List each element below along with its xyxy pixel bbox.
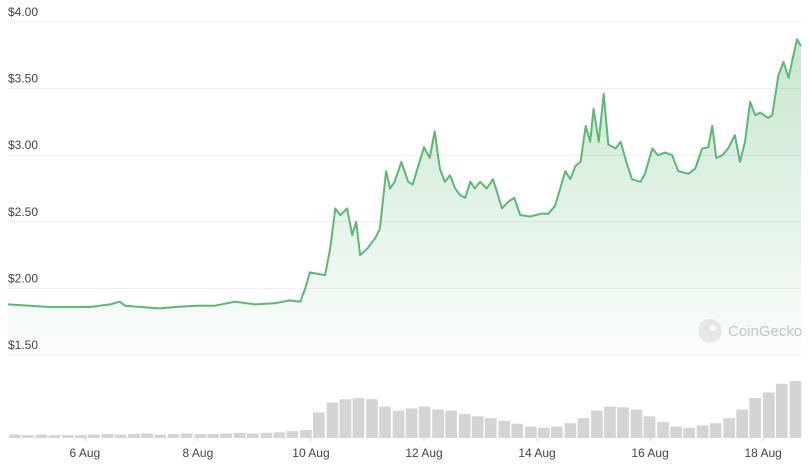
volume-bar [128, 434, 140, 438]
price-line [7, 38, 802, 310]
volume-bar [789, 381, 802, 438]
x-tick-label: 14 Aug [518, 446, 555, 460]
volume-bar [392, 410, 405, 438]
volume-bar [220, 433, 233, 438]
x-tick-label: 12 Aug [405, 446, 442, 460]
volume-bar [339, 399, 352, 438]
volume-bar [366, 399, 378, 438]
volume-bar [762, 392, 775, 438]
volume-bar [62, 435, 74, 438]
volume-bar [564, 423, 577, 438]
volume-bar [643, 416, 656, 438]
volume-bar [194, 434, 207, 438]
volume-bar [418, 406, 431, 438]
volume-bar [775, 383, 788, 438]
watermark-logo [698, 319, 722, 343]
volume-bar [35, 434, 48, 438]
volume-bar [21, 435, 34, 438]
volume-bar [326, 402, 339, 438]
x-tick-label: 8 Aug [183, 446, 214, 460]
volume-bar [670, 426, 682, 438]
volume-bar [445, 410, 457, 438]
volume-bar [167, 434, 180, 438]
volume-bar [141, 433, 153, 438]
volume-bar [604, 406, 616, 438]
volume-bar [300, 430, 312, 438]
volume-bar [260, 432, 273, 438]
y-tick-label: $3.50 [8, 72, 38, 86]
y-tick-label: $3.00 [8, 138, 38, 152]
volume-bar [432, 409, 444, 438]
volume-bar [630, 409, 643, 438]
volume-bar [577, 418, 590, 438]
y-tick-label: $2.50 [8, 205, 38, 219]
x-tick-label: 10 Aug [292, 446, 329, 460]
volume-bar [484, 418, 497, 438]
volume-bar [101, 434, 114, 438]
volume-bar [591, 410, 603, 438]
watermark-logo-eye [710, 325, 716, 331]
volume-bar [471, 416, 484, 438]
x-tick-label: 6 Aug [70, 446, 101, 460]
volume-bar [114, 434, 127, 438]
volume-bar [524, 426, 537, 438]
volume-bar [657, 422, 669, 438]
volume-bar [154, 434, 166, 438]
volume-bar [709, 423, 722, 438]
volume-bar [8, 434, 21, 438]
watermark-text: CoinGecko [728, 323, 802, 340]
volume-bar [550, 426, 563, 438]
x-tick-label: 18 Aug [744, 446, 781, 460]
volume-bar [48, 435, 61, 438]
volume-bar [246, 433, 259, 438]
volume-bar [617, 407, 629, 438]
volume-bar [180, 433, 193, 438]
y-tick-label: $4.00 [8, 5, 38, 19]
x-tick-label: 16 Aug [631, 446, 668, 460]
area-fill [8, 39, 801, 356]
volume-bar [696, 425, 709, 438]
volume-bar [537, 427, 550, 438]
volume-bar [723, 418, 736, 438]
volume-bar [405, 408, 418, 438]
volume-bar [379, 406, 391, 438]
volume-bar [749, 398, 762, 438]
volume-bar [498, 420, 511, 438]
volume-bar [511, 423, 524, 438]
volume-bar [207, 434, 220, 438]
volume-bar [458, 414, 471, 438]
watermark: CoinGecko [698, 319, 802, 343]
volume-bar [286, 431, 299, 438]
volume-bar [88, 434, 100, 438]
volume-bar [683, 427, 695, 438]
volume-bar [75, 435, 87, 438]
volume-bar [352, 398, 365, 438]
volume-bar [313, 412, 325, 438]
volume-bar [736, 409, 749, 438]
y-tick-label: $2.00 [8, 271, 38, 285]
volume-bar [273, 432, 286, 438]
volume-bar [233, 432, 246, 438]
